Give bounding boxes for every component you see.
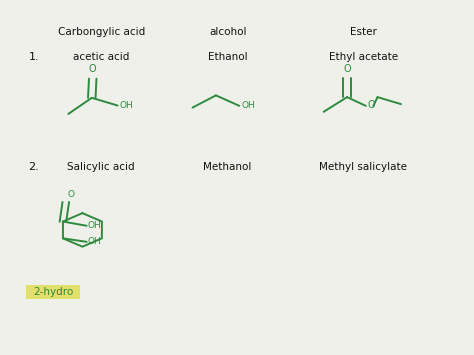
Text: Ethyl acetate: Ethyl acetate xyxy=(329,52,398,62)
Text: Ethanol: Ethanol xyxy=(208,52,247,62)
Text: O: O xyxy=(343,64,351,74)
Text: Salicylic acid: Salicylic acid xyxy=(67,162,135,172)
Text: 2-hydro: 2-hydro xyxy=(33,287,73,297)
Text: OH: OH xyxy=(119,101,133,110)
FancyBboxPatch shape xyxy=(26,285,80,299)
Text: OH: OH xyxy=(88,237,101,246)
Text: 2.: 2. xyxy=(28,162,39,172)
Text: O: O xyxy=(368,100,375,110)
Text: Carbongylic acid: Carbongylic acid xyxy=(57,27,145,38)
Text: OH: OH xyxy=(241,102,255,110)
Text: Ester: Ester xyxy=(350,27,377,38)
Text: 1.: 1. xyxy=(28,52,39,62)
Text: acetic acid: acetic acid xyxy=(73,52,129,62)
Text: OH: OH xyxy=(88,221,101,230)
Text: O: O xyxy=(67,190,74,199)
Text: alcohol: alcohol xyxy=(209,27,246,38)
Text: O: O xyxy=(89,64,97,75)
Text: Methanol: Methanol xyxy=(203,162,252,172)
Text: Methyl salicylate: Methyl salicylate xyxy=(319,162,408,172)
